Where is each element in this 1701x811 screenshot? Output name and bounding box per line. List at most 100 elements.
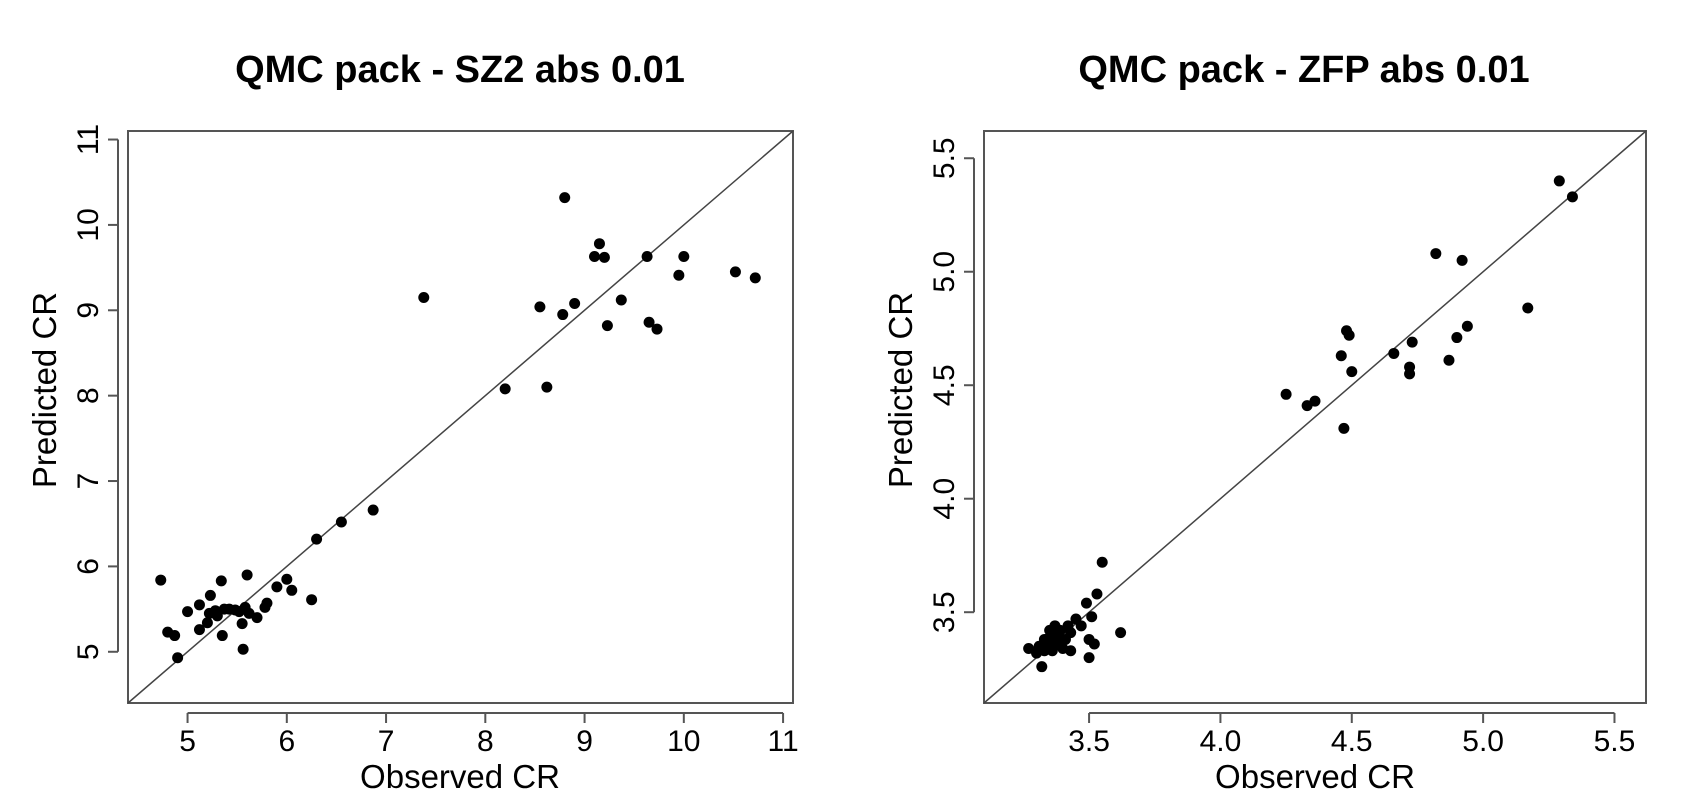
y-axis-title: Predicted CR	[882, 292, 919, 488]
data-point	[534, 301, 546, 313]
data-point	[559, 192, 571, 204]
data-point	[1456, 254, 1468, 266]
data-point	[1280, 388, 1292, 400]
x-tick-label: 7	[378, 725, 395, 758]
data-point	[1088, 638, 1100, 650]
x-axis-title: Observed CR	[360, 758, 560, 795]
panel-sz2: QMC pack - SZ2 abs 0.01 Observed CR Pred…	[26, 49, 799, 795]
y-tick-label: 7	[72, 473, 105, 490]
data-point	[306, 594, 318, 606]
data-point	[749, 272, 761, 284]
data-point	[1115, 627, 1127, 639]
identity-line	[983, 130, 1647, 704]
data-point	[251, 612, 263, 624]
data-point	[1406, 336, 1418, 348]
data-point	[271, 581, 283, 593]
y-tick-label: 10	[72, 208, 105, 241]
data-point	[311, 533, 323, 545]
data-point	[155, 574, 167, 586]
data-point	[1566, 191, 1578, 203]
data-point	[1065, 627, 1077, 639]
identity-line	[127, 130, 794, 704]
data-point	[1461, 320, 1473, 332]
data-point	[1083, 652, 1095, 664]
data-point	[1522, 302, 1534, 314]
data-point	[1080, 597, 1092, 609]
data-point	[193, 599, 205, 611]
y-tick-label: 11	[72, 124, 105, 155]
data-point	[499, 383, 511, 395]
data-point	[678, 250, 690, 262]
y-tick-label: 8	[72, 387, 105, 404]
data-point	[241, 569, 253, 581]
x-tick-label: 4.5	[1331, 725, 1373, 758]
data-point	[593, 238, 605, 250]
data-point	[1338, 422, 1350, 434]
data-point	[1091, 588, 1103, 600]
data-point	[1430, 248, 1442, 260]
data-point	[601, 320, 613, 332]
data-point	[643, 316, 655, 328]
data-point	[215, 575, 227, 587]
data-point	[286, 584, 298, 596]
data-point	[204, 589, 216, 601]
x-tick-label: 4.0	[1200, 725, 1242, 758]
plot-frame	[983, 130, 1647, 704]
x-tick-label: 9	[576, 725, 593, 758]
x-tick-label: 5.0	[1462, 725, 1504, 758]
y-tick-label: 3.5	[928, 591, 961, 633]
y-tick-label: 6	[72, 558, 105, 575]
data-point	[211, 610, 223, 622]
y-tick-label: 5	[72, 643, 105, 660]
data-point	[1404, 361, 1416, 373]
data-point	[588, 250, 600, 262]
panel-zfp: QMC pack - ZFP abs 0.01 Observed CR Pred…	[882, 49, 1647, 795]
x-tick-label: 10	[667, 725, 700, 758]
data-point	[193, 624, 205, 636]
data-point	[216, 630, 228, 642]
data-point	[1346, 366, 1358, 378]
x-tick-label: 5.5	[1594, 725, 1636, 758]
y-axis-title: Predicted CR	[26, 292, 63, 488]
y-tick-label: 4.5	[928, 364, 961, 406]
data-point	[182, 606, 194, 618]
data-point	[335, 516, 347, 528]
data-point	[1096, 556, 1108, 568]
data-point	[541, 381, 553, 393]
data-point	[598, 251, 610, 263]
plot-frame	[127, 130, 794, 704]
data-point	[281, 573, 293, 585]
data-point	[1553, 175, 1565, 187]
data-point	[1036, 661, 1048, 673]
y-tick-label: 5.5	[928, 137, 961, 179]
data-point	[169, 630, 181, 642]
data-point	[615, 294, 627, 306]
x-tick-label: 8	[477, 725, 494, 758]
x-axis-title: Observed CR	[1215, 758, 1415, 795]
data-point	[1343, 329, 1355, 341]
x-tick-label: 3.5	[1068, 725, 1110, 758]
y-tick-label: 5.0	[928, 251, 961, 293]
data-point	[1075, 620, 1087, 632]
x-tick-label: 11	[767, 725, 798, 758]
data-point	[236, 618, 248, 630]
data-point	[569, 297, 581, 309]
data-point	[237, 643, 249, 655]
data-point	[557, 309, 569, 321]
chart-title: QMC pack - SZ2 abs 0.01	[235, 49, 685, 91]
data-point	[1309, 395, 1321, 407]
data-point	[1451, 332, 1463, 344]
data-point	[418, 291, 430, 303]
y-tick-label: 9	[72, 302, 105, 319]
data-point	[367, 504, 379, 516]
data-point	[201, 617, 213, 629]
data-point	[1065, 645, 1077, 657]
y-tick-label: 4.0	[928, 478, 961, 520]
data-point	[1086, 611, 1098, 623]
data-point	[172, 652, 184, 664]
chart-title: QMC pack - ZFP abs 0.01	[1078, 49, 1529, 91]
data-point	[261, 597, 273, 609]
data-point	[1335, 350, 1347, 362]
